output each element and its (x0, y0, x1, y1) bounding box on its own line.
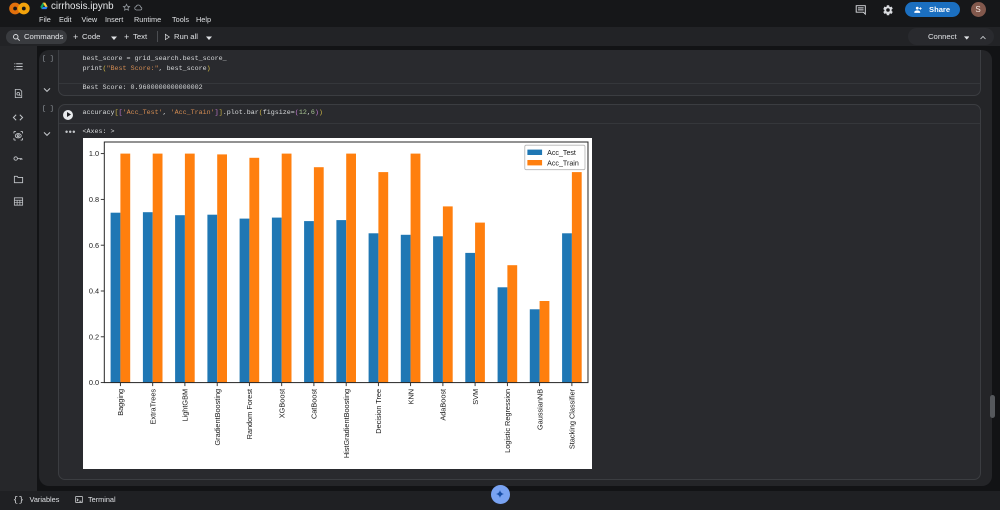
svg-text:CatBoost: CatBoost (310, 389, 319, 419)
svg-text:GaussianNB: GaussianNB (535, 389, 544, 430)
svg-text:HistGradientBoosting: HistGradientBoosting (342, 389, 351, 458)
svg-text:AdaBoost: AdaBoost (439, 389, 448, 421)
svg-text:Decision Tree: Decision Tree (374, 389, 383, 434)
svg-text:Bagging: Bagging (116, 389, 125, 416)
svg-text:1.0: 1.0 (89, 149, 99, 158)
svg-text:SVM: SVM (471, 389, 480, 405)
svg-text:Acc_Test: Acc_Test (547, 149, 576, 157)
svg-text:ExtraTrees: ExtraTrees (148, 388, 157, 424)
svg-text:0.2: 0.2 (89, 332, 99, 341)
svg-text:KNN: KNN (406, 389, 415, 404)
svg-text:Stacking Classifier: Stacking Classifier (568, 388, 577, 449)
svg-text:GradientBoosting: GradientBoosting (213, 389, 222, 446)
svg-text:0.0: 0.0 (89, 378, 99, 387)
svg-text:0.6: 0.6 (89, 241, 99, 250)
svg-text:0.4: 0.4 (89, 286, 99, 295)
svg-text:Random Forest: Random Forest (245, 389, 254, 440)
svg-text:Acc_Train: Acc_Train (547, 159, 579, 167)
svg-text:0.8: 0.8 (89, 195, 99, 204)
svg-text:LightGBM: LightGBM (181, 389, 190, 422)
svg-text:Logistic Regression: Logistic Regression (503, 389, 512, 453)
svg-text:XGBoost: XGBoost (277, 389, 286, 418)
